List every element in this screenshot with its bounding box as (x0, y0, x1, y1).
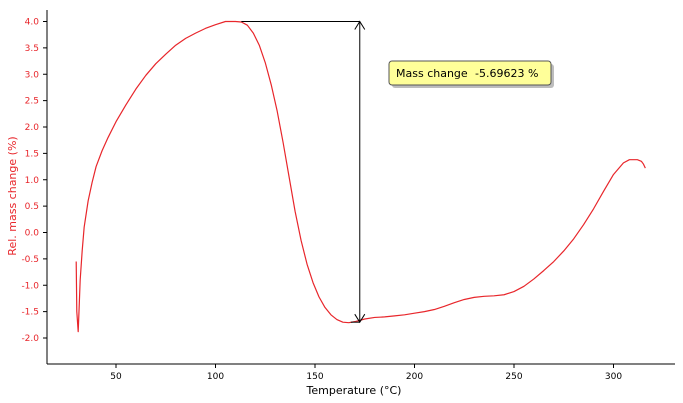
y-tick-label: -1.0 (21, 281, 39, 291)
x-tick-label: 150 (306, 372, 323, 382)
series-line-0 (75, 20, 646, 333)
y-tick-label: -2.0 (21, 334, 39, 344)
y-axis-title: Rel. mass change (%) (6, 136, 19, 255)
annotation-value: -5.69623 % (475, 67, 538, 80)
y-tick-label: -1.5 (21, 308, 39, 318)
y-tick-label: 1.0 (25, 176, 40, 186)
y-tick-label: 1.5 (25, 149, 39, 159)
x-tick-label: 200 (406, 372, 423, 382)
x-axis-title: Temperature (°C) (306, 384, 402, 397)
annotation-arrow-head-bottom (354, 313, 366, 324)
y-tick-label: 3.0 (25, 70, 40, 80)
y-tick-label: 2.0 (25, 123, 40, 133)
axes-layer: -2.0 -1.5 -1.0 -0.5 0.0 0.5 1.0 1.5 2.0 2.5 3.0 3.5… (21, 10, 675, 382)
x-tick-label: 100 (207, 372, 224, 382)
y-tick-label: 0.0 (25, 229, 40, 239)
y-tick-label: 3.5 (25, 44, 39, 54)
annotation-box (388, 60, 552, 86)
annotation-layer: Mass change -5.69623 % (241, 20, 554, 324)
curve-layer (75, 20, 646, 333)
annotation-arrow-head-top (354, 20, 366, 30)
y-tick-label: -0.5 (21, 255, 39, 265)
y-tick-label: 4.0 (25, 18, 40, 28)
x-tick-label: 250 (505, 372, 522, 382)
y-tick-label: 0.5 (25, 202, 39, 212)
annotation-label: Mass change (396, 67, 468, 80)
x-tick-label: 50 (110, 372, 122, 382)
x-tick-label: 300 (605, 372, 622, 382)
y-tick-label: 2.5 (25, 97, 39, 107)
